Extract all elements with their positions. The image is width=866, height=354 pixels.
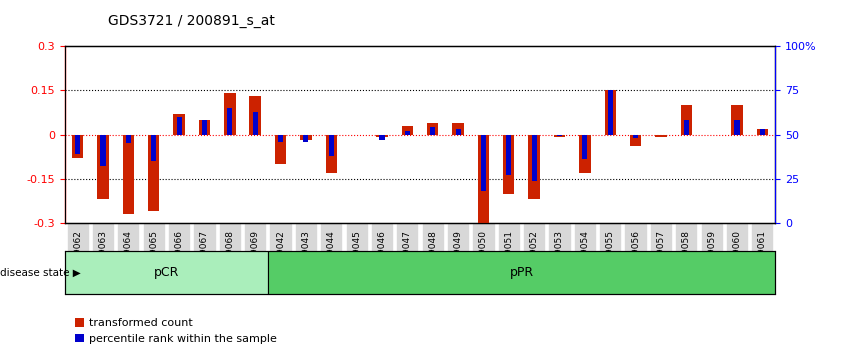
Bar [681,105,692,135]
Bar [148,135,159,211]
Bar [268,251,775,294]
Bar [376,135,388,137]
Bar [734,120,740,135]
Bar [759,129,765,135]
Bar [402,126,413,135]
Bar [126,135,131,143]
Bar [478,135,489,223]
Bar [731,105,743,135]
Bar [65,251,268,294]
Bar [329,135,333,156]
Bar [503,135,514,194]
Bar [528,135,540,199]
Bar [557,135,562,136]
Bar [430,127,436,135]
Text: disease state ▶: disease state ▶ [0,268,81,278]
Bar [100,135,106,166]
Bar [123,135,134,214]
Bar [301,135,312,141]
Bar [72,135,83,158]
Bar [404,131,410,135]
Bar [608,90,613,135]
Bar [249,96,261,135]
Bar [604,90,616,135]
Bar [275,135,287,164]
Bar [579,135,591,173]
Bar [198,120,210,135]
Text: pCR: pCR [153,266,179,279]
Text: pPR: pPR [509,266,533,279]
Legend: transformed count, percentile rank within the sample: transformed count, percentile rank withi… [70,314,281,348]
Bar [427,123,438,135]
Bar [227,108,232,135]
Bar [553,135,565,137]
Bar [253,112,258,135]
Bar [152,135,156,161]
Bar [173,114,184,135]
Bar [582,135,587,159]
Bar [481,135,486,191]
Bar [452,123,464,135]
Bar [757,129,768,135]
Bar [224,93,236,135]
Bar [507,135,511,175]
Text: GDS3721 / 200891_s_at: GDS3721 / 200891_s_at [108,14,275,28]
Bar [278,135,283,142]
Bar [177,117,182,135]
Bar [630,135,642,146]
Bar [379,135,385,140]
Bar [97,135,109,199]
Bar [633,135,638,138]
Bar [656,135,667,137]
Bar [303,135,308,142]
Bar [456,129,461,135]
Bar [202,120,207,135]
Bar [684,120,688,135]
Bar [532,135,537,181]
Bar [75,135,81,154]
Bar [326,135,337,173]
